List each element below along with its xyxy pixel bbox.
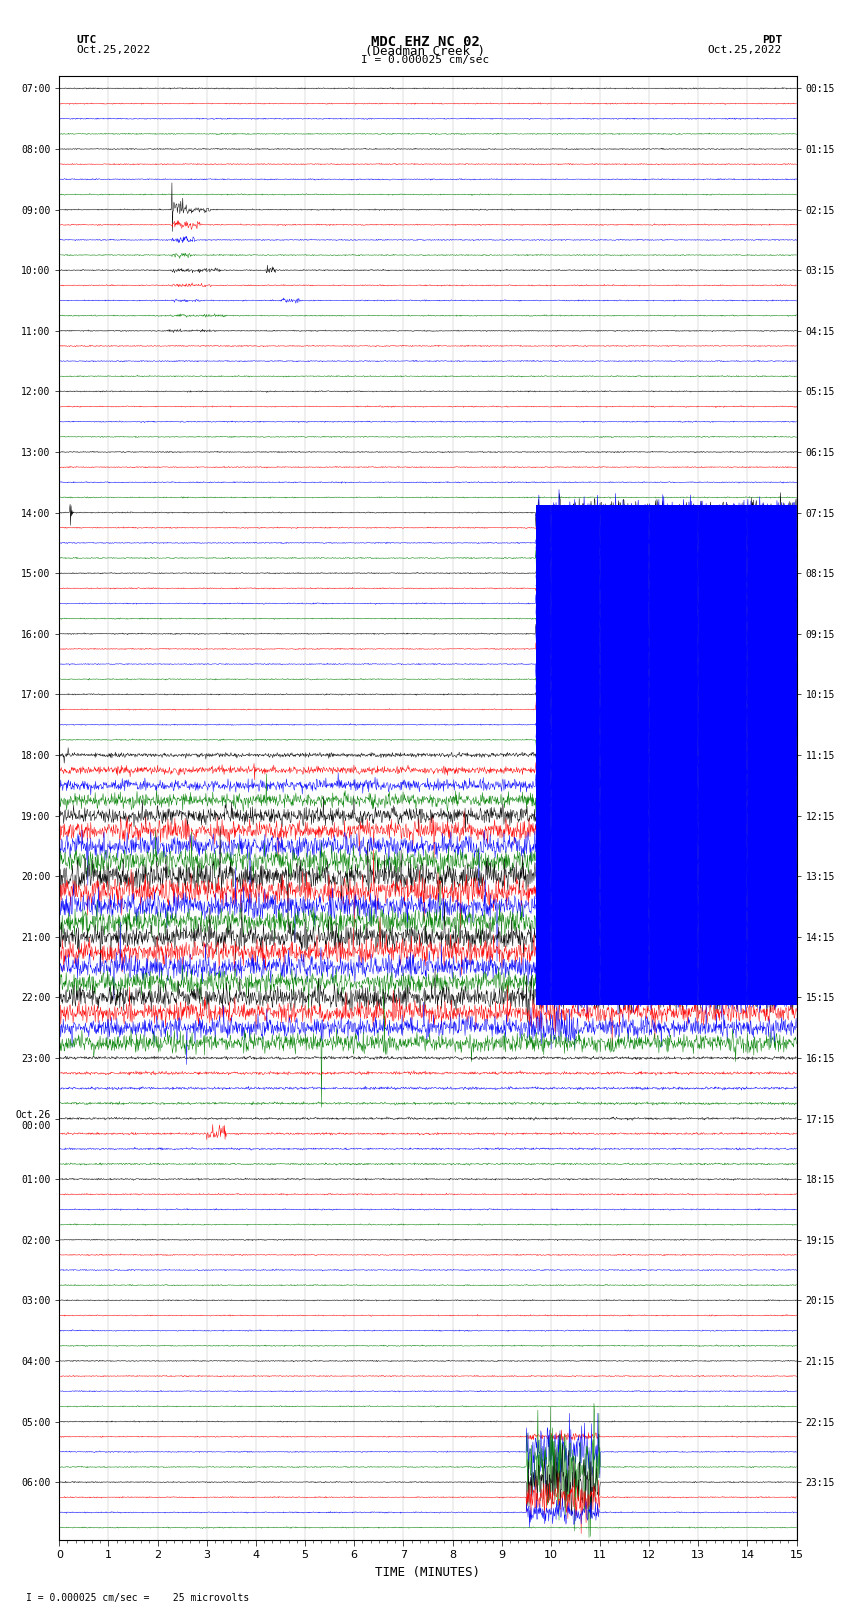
Text: PDT: PDT <box>762 35 782 45</box>
Text: I = 0.000025 cm/sec: I = 0.000025 cm/sec <box>361 55 489 65</box>
Bar <box>536 505 796 1005</box>
Text: (Deadman Creek ): (Deadman Creek ) <box>365 45 485 58</box>
Text: UTC: UTC <box>76 35 97 45</box>
Text: Oct.25,2022: Oct.25,2022 <box>708 45 782 55</box>
X-axis label: TIME (MINUTES): TIME (MINUTES) <box>376 1566 480 1579</box>
Text: MDC EHZ NC 02: MDC EHZ NC 02 <box>371 35 479 50</box>
Text: I = 0.000025 cm/sec =    25 microvolts: I = 0.000025 cm/sec = 25 microvolts <box>26 1594 249 1603</box>
Text: Oct.25,2022: Oct.25,2022 <box>76 45 150 55</box>
